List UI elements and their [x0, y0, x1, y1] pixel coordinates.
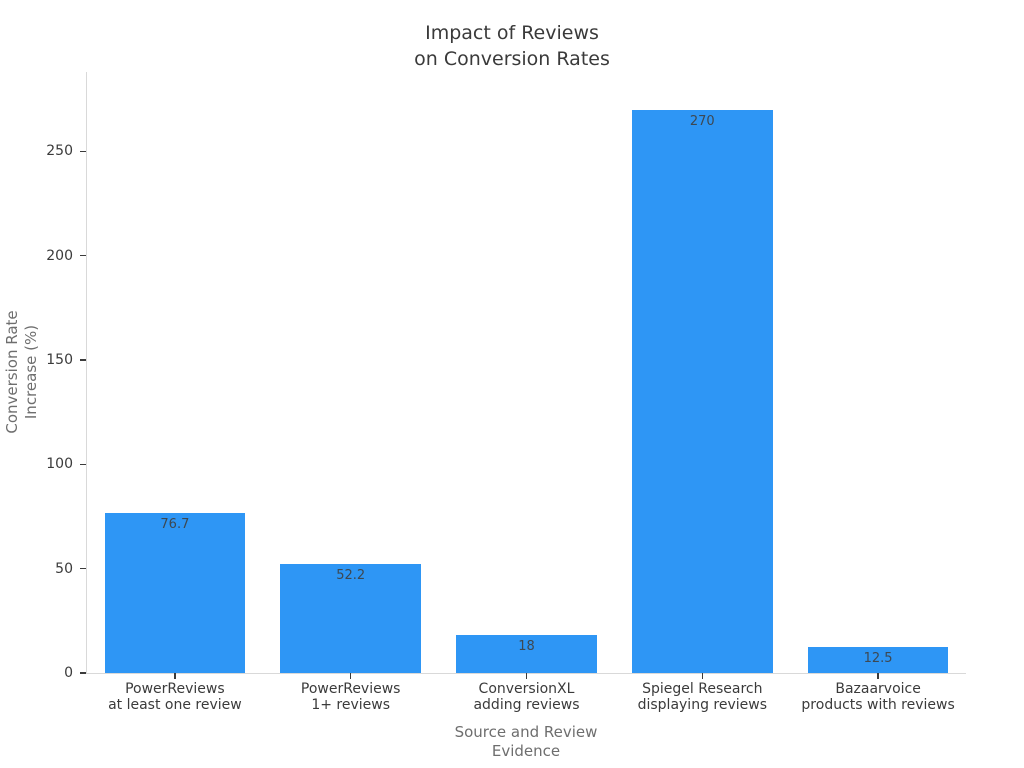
- y-axis-title: Conversion Rate Increase (%): [3, 310, 40, 434]
- x-tick-mark: [525, 673, 528, 679]
- y-tick-mark: [80, 463, 86, 465]
- y-tick-label: 50: [55, 560, 73, 577]
- bar-value-label: 76.7: [160, 516, 190, 532]
- y-tick-label: 100: [46, 456, 73, 473]
- x-tick-label: PowerReviews at least one review: [108, 681, 242, 713]
- bar: 52.2: [280, 564, 421, 673]
- x-tick-label: PowerReviews 1+ reviews: [300, 681, 401, 713]
- plot-area: 0 50 100 150 200 250 76.7 52.2 18 270 12.5 PowerR…: [46, 72, 966, 713]
- bar-value-label: 270: [689, 113, 715, 129]
- x-tick-label: ConversionXL adding reviews: [473, 681, 580, 713]
- bar: 18: [456, 635, 597, 673]
- y-tick-label: 200: [46, 247, 73, 264]
- y-tick-mark: [80, 359, 86, 361]
- x-tick-label: Bazaarvoice products with reviews: [801, 681, 955, 713]
- y-tick-mark: [80, 568, 86, 570]
- y-tick-mark: [80, 150, 86, 152]
- x-tick-mark: [174, 673, 176, 679]
- bar-value-label: 52.2: [336, 568, 366, 584]
- y-tick-label: 150: [46, 351, 73, 368]
- x-tick-label: Spiegel Research displaying reviews: [637, 681, 767, 713]
- bar: 270: [631, 109, 773, 673]
- bar-value-label: 18: [518, 639, 535, 655]
- bar: 12.5: [807, 646, 949, 673]
- x-tick-mark: [350, 673, 352, 679]
- bar-value-label: 12.5: [863, 650, 893, 666]
- x-tick-mark: [877, 673, 879, 679]
- bar: 76.7: [104, 512, 246, 673]
- y-tick-mark: [80, 254, 86, 257]
- y-tick-mark: [80, 672, 86, 674]
- y-tick-label: 0: [64, 665, 73, 681]
- x-tick-mark: [701, 673, 703, 679]
- chart-title: Impact of Reviews on Conversion Rates: [414, 22, 610, 70]
- x-axis-title: Source and Review Evidence: [454, 723, 598, 760]
- y-tick-label: 250: [46, 143, 73, 160]
